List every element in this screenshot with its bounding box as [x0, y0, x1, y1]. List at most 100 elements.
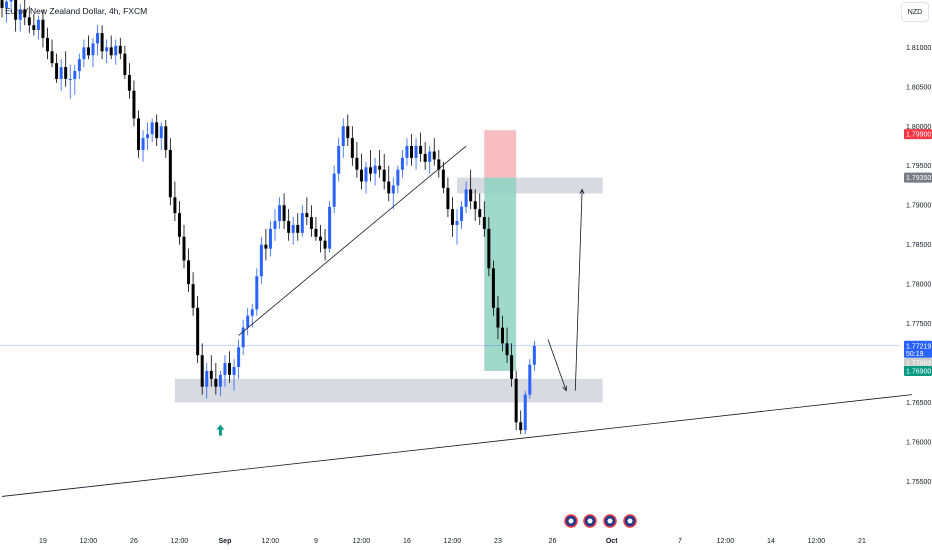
time-tick-label: 7 [678, 538, 682, 545]
candle-up [9, 0, 13, 2]
candle-up [241, 327, 245, 348]
time-tick-label: 23 [494, 538, 502, 545]
time-tick-label: 12:00 [717, 538, 735, 545]
chart-title: Euro / New Zealand Dollar, 4h, FXCM [5, 6, 148, 16]
candle-down [501, 327, 504, 344]
candle-down [209, 370, 213, 379]
candle-up [396, 169, 400, 186]
candle-down [287, 220, 291, 233]
candle-down [32, 25, 36, 30]
candle-up [105, 47, 109, 52]
trendline [238, 145, 467, 336]
candle-up [278, 205, 282, 221]
candle-down [118, 45, 122, 54]
candle-up [146, 134, 150, 139]
resistance-zone [457, 177, 603, 194]
time-tick-label: 26 [549, 538, 557, 545]
candle-down [168, 149, 172, 198]
candle-down [491, 268, 495, 308]
candle-down [296, 224, 300, 233]
price-tick-label: 1.80000 [906, 124, 931, 131]
candle-up [5, 1, 9, 8]
candle-up [218, 374, 222, 387]
candle-down [14, 0, 18, 20]
candle-up [36, 19, 40, 30]
candle-down [482, 217, 486, 229]
candle-up [237, 347, 241, 367]
candle-down [55, 63, 59, 79]
time-tick-label: 19 [39, 538, 47, 545]
candle-up [337, 146, 341, 174]
candle-up [341, 126, 345, 147]
arrow-line [574, 189, 583, 391]
candle-down [382, 169, 386, 182]
candle-up [246, 315, 250, 328]
candle-down [378, 165, 382, 170]
price-tag [904, 129, 932, 140]
candle-up [255, 276, 259, 310]
candle-down [359, 169, 363, 182]
flag-event-dot [568, 518, 574, 524]
event-icons[interactable] [564, 514, 637, 528]
candle-down [314, 228, 318, 237]
candle-down [437, 159, 441, 170]
time-tick-label: 21 [858, 538, 866, 545]
candle-up [114, 45, 118, 56]
time-tick-label: 16 [403, 538, 411, 545]
candle-up [300, 213, 304, 233]
candle-down [305, 213, 309, 218]
candle-up [59, 67, 63, 79]
price-tick-label: 1.81000 [906, 45, 931, 52]
time-tick-label: 12:00 [444, 538, 462, 545]
price-tag-countdown: 50:19 [906, 351, 924, 358]
price-tick-label: 1.75500 [906, 479, 931, 486]
candle-down [50, 51, 54, 64]
candle-up [428, 151, 432, 162]
price-tick-label: 1.76500 [906, 400, 931, 407]
candle-up [259, 244, 263, 277]
take-profit [484, 177, 517, 371]
trendline [1, 394, 913, 497]
candle-down [187, 260, 191, 285]
stop-loss [484, 130, 517, 178]
flag-event-dot [587, 518, 593, 524]
candle-down [123, 53, 127, 75]
candle-up [291, 224, 295, 233]
candle-down [164, 126, 168, 150]
flag-event-dot [627, 518, 633, 524]
candle-down [441, 169, 445, 188]
currency-button[interactable]: NZD [901, 2, 929, 22]
candle-down [196, 307, 200, 356]
price-tick-label: 1.76000 [906, 439, 931, 446]
candle-down [155, 122, 159, 139]
flag-event-dot [607, 518, 613, 524]
candle-down [282, 205, 286, 221]
candle-down [191, 284, 195, 308]
candle-down [23, 9, 27, 18]
candle-up [405, 146, 409, 158]
candle-up [205, 370, 209, 387]
time-tick-label: 14 [767, 538, 775, 545]
candle-down [86, 47, 90, 56]
candle-down [0, 0, 4, 8]
candle-down [487, 228, 491, 269]
candle-down [350, 138, 354, 158]
candle-down [505, 343, 509, 356]
candle-down [496, 307, 500, 328]
price-axis[interactable]: 1.81000 1.80500 1.80000 1.79500 1.79000 1.785… [904, 45, 932, 486]
candle-down [419, 146, 423, 154]
candle-down [137, 118, 140, 150]
candle-down [519, 422, 523, 431]
candle-up [18, 9, 22, 20]
candle-down [423, 153, 427, 162]
time-tick-label: 26 [130, 538, 138, 545]
drawings-layer [0, 145, 913, 497]
time-axis[interactable]: 19 12:00 26 12:00 Sep 12:00 9 12:00 16 12:00 23 26 O… [39, 538, 866, 545]
price-tick-label: 1.79500 [906, 163, 931, 170]
arrow-line [547, 339, 567, 391]
candle-up [391, 185, 395, 194]
support-zone [174, 378, 603, 403]
zones-layer [174, 130, 603, 403]
candle-up [68, 78, 72, 80]
